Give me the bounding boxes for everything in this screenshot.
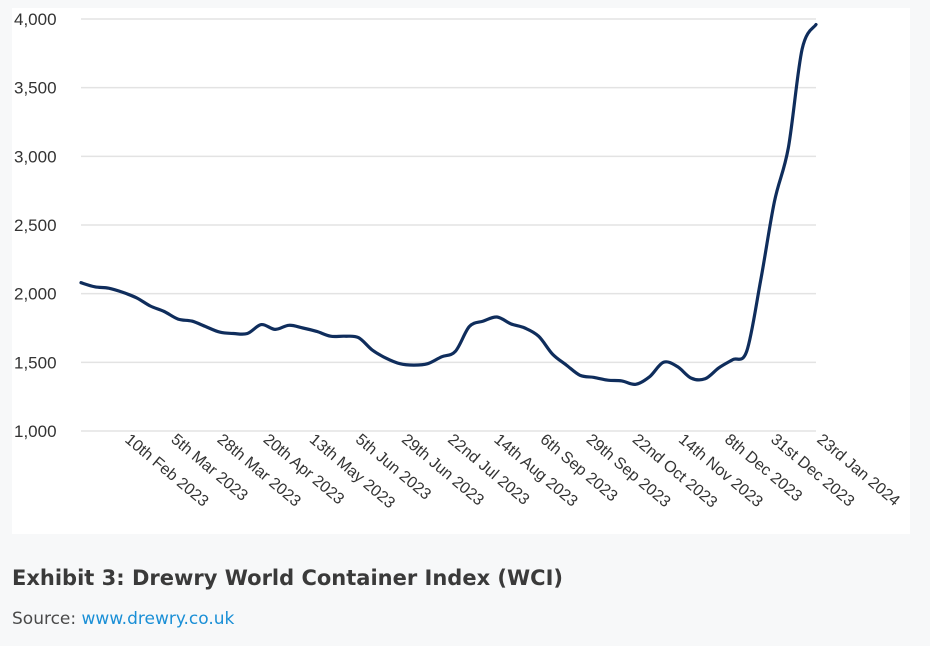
y-tick-label: 4,000 bbox=[14, 10, 57, 29]
exhibit-caption: Exhibit 3: Drewry World Container Index … bbox=[12, 566, 564, 590]
y-tick-label: 2,000 bbox=[14, 285, 57, 304]
source-line: Source: www.drewry.co.uk bbox=[12, 609, 234, 629]
y-tick-label: 3,500 bbox=[14, 79, 57, 98]
x-tick-label: 22nd Jul 2023 bbox=[444, 431, 532, 509]
gridlines bbox=[81, 18, 816, 432]
x-tick-label: 10th Feb 2023 bbox=[121, 431, 211, 510]
y-tick-label: 1,500 bbox=[14, 353, 57, 372]
y-tick-label: 1,000 bbox=[14, 422, 57, 441]
series-layer bbox=[79, 22, 818, 386]
y-tick-label: 2,500 bbox=[14, 216, 57, 235]
y-axis-labels: 1,000 1,500 2,000 2,500 3,000 3,500 4,000 bbox=[14, 10, 57, 441]
source-link[interactable]: www.drewry.co.uk bbox=[81, 609, 235, 629]
series-line bbox=[79, 22, 818, 386]
line-chart: 1,000 1,500 2,000 2,500 3,000 3,500 4,000 10th… bbox=[14, 10, 903, 512]
x-tick-label: 23rd Jan 2024 bbox=[813, 431, 902, 510]
x-tick-label: 29th Jun 2023 bbox=[398, 431, 487, 509]
source-label: Source: bbox=[12, 609, 82, 629]
y-tick-label: 3,000 bbox=[14, 147, 57, 166]
chart-card: 1,000 1,500 2,000 2,500 3,000 3,500 4,000 10th… bbox=[12, 8, 910, 534]
